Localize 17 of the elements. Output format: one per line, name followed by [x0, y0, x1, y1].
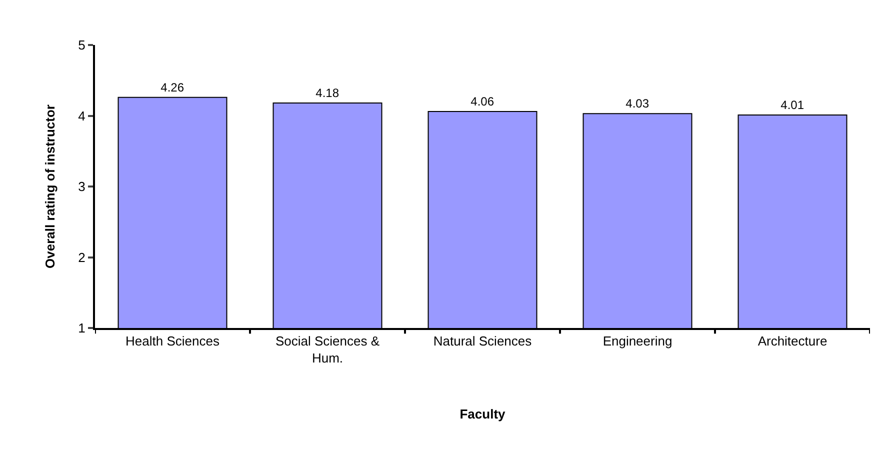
y-axis-title: Overall rating of instructor — [42, 104, 58, 268]
x-tick-label: Architecture — [758, 334, 828, 349]
y-tick-label: 1 — [78, 320, 86, 336]
y-tick-label: 2 — [78, 250, 86, 265]
x-tick-label: Health Sciences — [126, 334, 220, 349]
x-tick-label: Engineering — [602, 334, 672, 349]
x-tick-label: Natural Sciences — [433, 334, 532, 349]
data-label: 4.18 — [316, 86, 340, 100]
x-tick-label: Social Sciences & Hum. — [275, 334, 380, 366]
y-tick-label: 3 — [78, 179, 86, 194]
data-label: 4.26 — [160, 80, 184, 94]
x-axis-title: Faculty — [460, 406, 506, 422]
y-tick-label: 5 — [78, 38, 86, 53]
data-label: 4.01 — [780, 98, 804, 112]
data-label: 4.06 — [470, 94, 494, 109]
data-label: 4.03 — [626, 96, 650, 111]
y-tick-label: 4 — [78, 108, 86, 124]
